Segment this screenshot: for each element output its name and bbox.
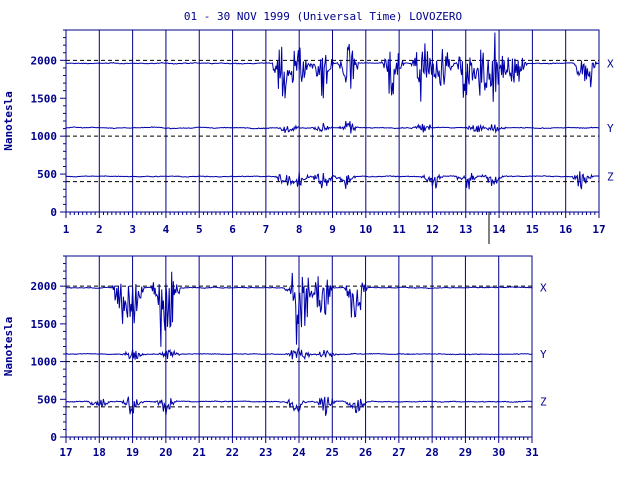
series-label-y: Y [607,122,614,135]
y-tick-label: 500 [37,168,57,181]
x-tick-label: 1 [63,223,70,236]
series-trace-y [65,347,533,361]
x-tick-label: 10 [359,223,372,236]
x-tick-label: 7 [263,223,270,236]
x-tick-label: 4 [163,223,170,236]
chart-title: 01 - 30 NOV 1999 (Universal Time) LOVOZE… [184,10,462,23]
series-label-z: Z [540,396,547,409]
x-tick-label: 28 [426,446,439,459]
y-tick-label: 2000 [31,54,58,67]
x-tick-label: 22 [226,446,239,459]
x-tick-label: 13 [459,223,472,236]
x-tick-label: 12 [426,223,439,236]
x-tick-label: 3 [129,223,136,236]
x-tick-label: 16 [559,223,573,236]
top-panel: 1 2 3 4 5 6 7 8 9 10 11 12 13 14 15 16 17050010001500200… [2,29,614,244]
x-tick-label: 26 [359,446,373,459]
series-trace-z [65,396,533,416]
x-tick-label: 27 [392,446,405,459]
y-tick-label: 2000 [31,280,58,293]
series-trace-x [65,32,600,102]
x-tick-label: 8 [296,223,303,236]
y-axis-label: Nanotesla [2,317,15,377]
x-tick-label: 5 [196,223,203,236]
y-tick-label: 1000 [31,356,58,369]
x-tick-label: 20 [159,446,172,459]
series-trace-x [66,271,533,347]
series-label-z: Z [607,170,614,183]
x-tick-label: 23 [259,446,272,459]
series-label-x: X [607,57,614,70]
x-tick-label: 30 [492,446,505,459]
x-tick-label: 9 [329,223,336,236]
x-tick-label: 24 [292,446,306,459]
y-tick-label: 1500 [31,318,58,331]
x-tick-label: 31 [525,446,539,459]
x-tick-label: 21 [193,446,207,459]
x-tick-label: 25 [326,446,339,459]
y-tick-label: 0 [50,431,57,444]
x-tick-label: 17 [592,223,605,236]
y-axis-label: Nanotesla [2,91,15,151]
x-tick-label: 6 [229,223,236,236]
y-tick-label: 1500 [31,92,58,105]
x-tick-label: 29 [459,446,472,459]
x-tick-label: 14 [492,223,506,236]
x-tick-label: 19 [126,446,139,459]
series-trace-z [65,171,600,190]
x-tick-label: 18 [93,446,106,459]
y-tick-label: 1000 [31,130,58,143]
x-tick-label: 15 [526,223,539,236]
y-tick-label: 500 [37,393,57,406]
x-tick-label: 11 [393,223,407,236]
series-trace-y [65,121,599,134]
x-tick-label: 2 [96,223,103,236]
x-tick-label: 17 [59,446,72,459]
series-label-y: Y [540,348,547,361]
series-label-x: X [540,282,547,295]
y-tick-label: 0 [50,206,57,219]
bottom-panel: 17 18 19 20 21 22 23 24 25 26 27 28 29 30 31 0 500 1000 15… [2,255,547,459]
